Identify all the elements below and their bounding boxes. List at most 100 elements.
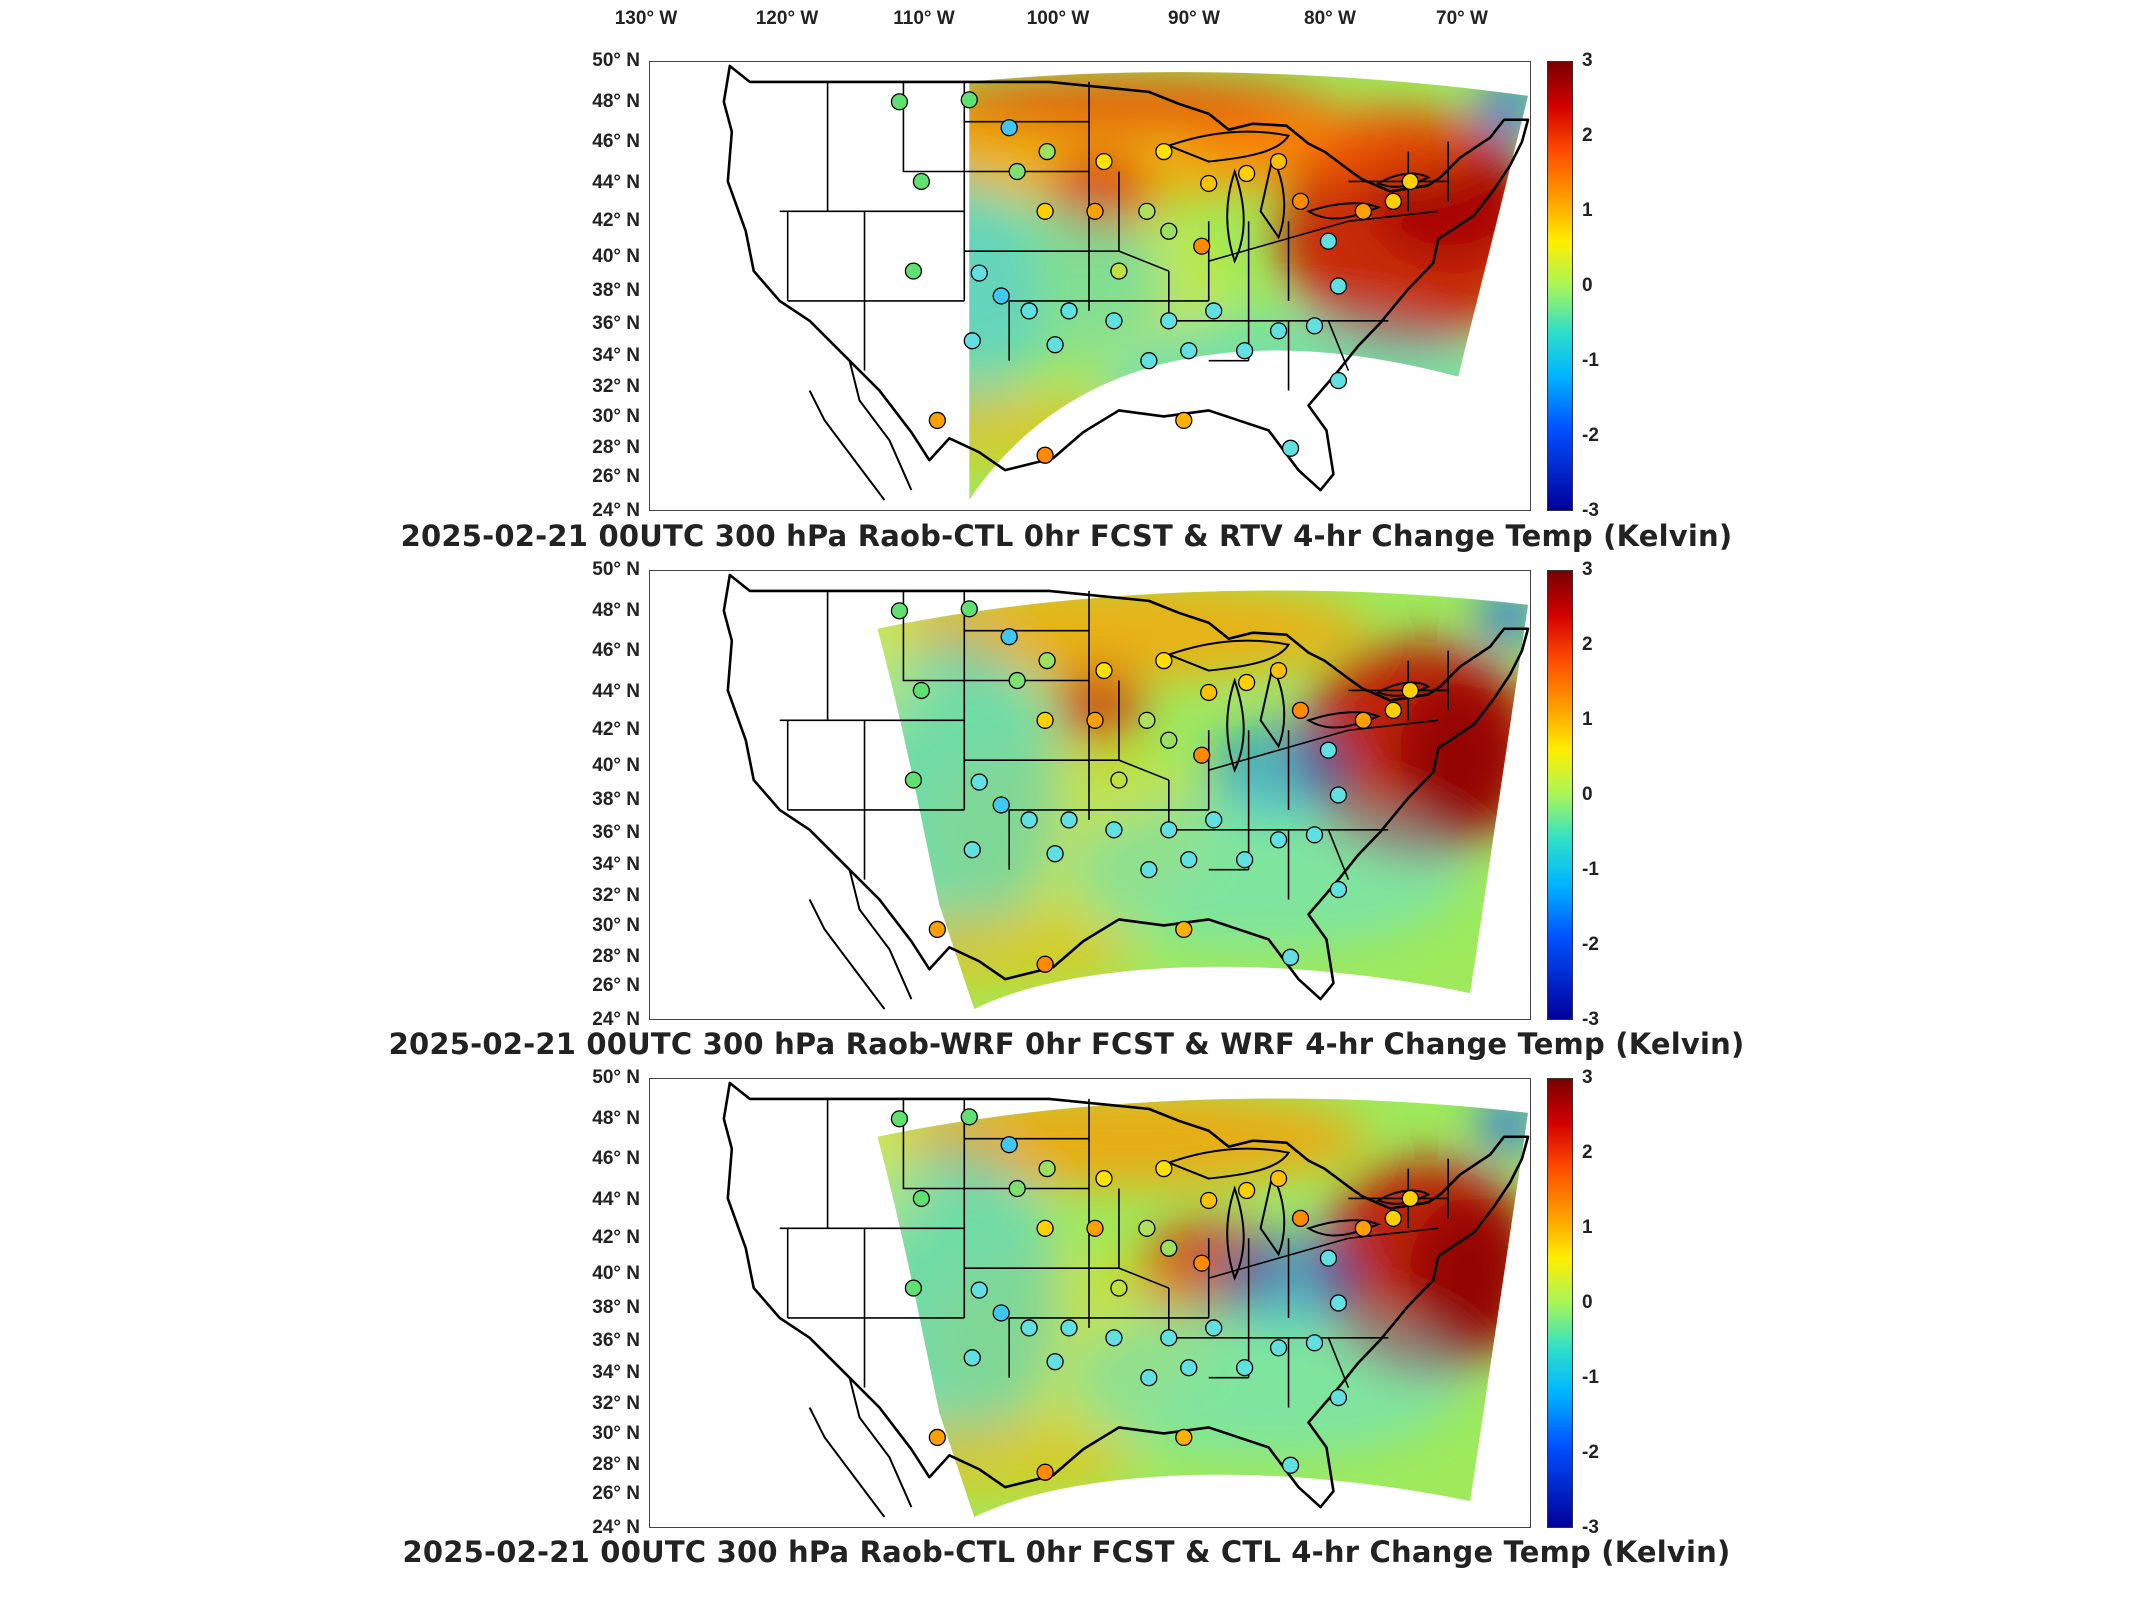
great-lakes-outline bbox=[1376, 681, 1431, 697]
state-boundary bbox=[1327, 320, 1350, 371]
raob-station-marker bbox=[1291, 192, 1310, 210]
raob-station-marker bbox=[1281, 1456, 1300, 1474]
raob-station-marker bbox=[1238, 164, 1256, 183]
colorbar-tick-label: -1 bbox=[1582, 859, 1599, 880]
raob-station-marker bbox=[1036, 711, 1054, 729]
raob-station-marker bbox=[963, 332, 981, 350]
raob-station-marker bbox=[1269, 152, 1288, 171]
raob-station-marker bbox=[1401, 681, 1419, 700]
raob-station-marker bbox=[1291, 1209, 1310, 1227]
colorbar-tick-label: 1 bbox=[1582, 1217, 1593, 1238]
colorbar-tick-label: 3 bbox=[1582, 559, 1593, 580]
latitude-label: 38° N bbox=[592, 788, 640, 810]
colorbar-tick-label: 1 bbox=[1582, 709, 1593, 730]
raob-station-marker bbox=[1236, 851, 1254, 869]
latitude-label: 46° N bbox=[592, 1148, 640, 1169]
colorbar-tick-label: -2 bbox=[1582, 425, 1599, 446]
longitude-label: 130° W bbox=[614, 8, 678, 29]
longitude-label: 120° W bbox=[755, 8, 819, 29]
colorbar bbox=[1547, 570, 1573, 1020]
raob-station-marker bbox=[1305, 1334, 1324, 1352]
raob-station-marker bbox=[1008, 1179, 1026, 1198]
raob-station-marker bbox=[1180, 342, 1198, 360]
raob-station-marker bbox=[1200, 1191, 1218, 1210]
raob-station-marker bbox=[1305, 826, 1324, 844]
latitude-label: 32° N bbox=[592, 1393, 640, 1415]
colorbar-tick-label: 2 bbox=[1582, 125, 1593, 146]
latitude-label: 38° N bbox=[592, 1296, 640, 1318]
state-boundary bbox=[1118, 759, 1170, 781]
raob-station-marker bbox=[992, 796, 1010, 814]
raob-station-marker bbox=[1175, 411, 1193, 430]
raob-station-marker bbox=[992, 1304, 1010, 1322]
raob-station-marker bbox=[928, 920, 946, 939]
colorbar-tick-label: -1 bbox=[1582, 1367, 1599, 1388]
great-lakes-outline bbox=[1306, 1219, 1381, 1237]
colorbar-tick-label: 2 bbox=[1582, 634, 1593, 655]
raob-station-marker bbox=[904, 771, 923, 789]
colorbar-tick-label: -2 bbox=[1582, 1442, 1599, 1463]
raob-station-marker bbox=[1038, 1159, 1056, 1178]
state-boundary bbox=[1118, 250, 1170, 272]
panel-title: 2025-02-21 00UTC 300 hPa Raob-WRF 0hr FC… bbox=[388, 1027, 1745, 1061]
state-boundary bbox=[902, 1098, 965, 1190]
raob-station-marker bbox=[1200, 174, 1218, 193]
raob-station-marker bbox=[1095, 1169, 1113, 1188]
raob-station-marker bbox=[1046, 845, 1064, 863]
raob-station-marker bbox=[1281, 948, 1300, 966]
latitude-label: 44° N bbox=[592, 1188, 640, 1210]
temperature-map[interactable] bbox=[649, 570, 1531, 1020]
raob-station-marker bbox=[1140, 1369, 1158, 1387]
latitude-label: 28° N bbox=[592, 437, 640, 458]
latitude-label: 50° N bbox=[592, 559, 640, 580]
longitude-label: 110° W bbox=[893, 8, 955, 29]
raob-station-marker bbox=[1175, 920, 1193, 939]
raob-station-marker bbox=[1038, 142, 1056, 161]
raob-station-marker bbox=[1020, 302, 1038, 320]
raob-station-marker bbox=[1038, 651, 1056, 670]
raob-station-marker bbox=[1095, 152, 1113, 171]
coastline bbox=[722, 573, 1530, 1001]
great-lakes-outline bbox=[1165, 1147, 1291, 1180]
longitude-label: 100° W bbox=[1026, 8, 1090, 29]
coastline bbox=[722, 1081, 1530, 1509]
state-boundary bbox=[1327, 829, 1350, 880]
raob-station-marker bbox=[1269, 1339, 1288, 1357]
great-lakes-outline bbox=[1306, 202, 1381, 220]
temperature-map[interactable] bbox=[649, 1078, 1531, 1528]
latitude-label: 34° N bbox=[592, 853, 640, 875]
raob-station-marker bbox=[1036, 202, 1054, 220]
raob-station-marker bbox=[1305, 317, 1324, 335]
latitude-label: 30° N bbox=[592, 914, 640, 936]
latitude-label: 44° N bbox=[592, 171, 640, 193]
latitude-label: 36° N bbox=[592, 313, 640, 335]
raob-station-marker bbox=[963, 1349, 981, 1367]
latitude-label: 24° N bbox=[592, 500, 640, 521]
latitude-label: 48° N bbox=[592, 1107, 640, 1129]
latitude-label: 50° N bbox=[592, 50, 640, 71]
map-svg bbox=[722, 1081, 1530, 1518]
raob-station-marker bbox=[970, 1281, 988, 1299]
colorbar-tick-label: 3 bbox=[1582, 1067, 1593, 1088]
raob-station-marker bbox=[1036, 955, 1054, 973]
longitude-label: 90° W bbox=[1168, 8, 1220, 29]
raob-station-marker bbox=[1000, 1136, 1018, 1154]
latitude-label: 44° N bbox=[592, 680, 640, 702]
raob-station-marker bbox=[1110, 1279, 1128, 1297]
panel-title: 2025-02-21 00UTC 300 hPa Raob-CTL 0hr FC… bbox=[400, 519, 1733, 553]
raob-station-marker bbox=[1205, 1319, 1223, 1337]
raob-station-marker bbox=[1086, 1219, 1104, 1237]
latitude-label: 36° N bbox=[592, 1330, 640, 1352]
raob-station-marker bbox=[1329, 880, 1348, 899]
longitude-label: 70° W bbox=[1436, 8, 1488, 29]
raob-station-marker bbox=[1329, 277, 1348, 295]
raob-station-marker bbox=[970, 773, 988, 791]
raob-station-marker bbox=[890, 93, 909, 111]
raob-station-marker bbox=[1175, 1428, 1193, 1447]
temperature-map[interactable] bbox=[649, 61, 1531, 511]
colorbar-tick-label: -2 bbox=[1582, 934, 1599, 955]
raob-station-marker bbox=[1200, 683, 1218, 702]
temperature-field bbox=[877, 590, 1529, 1010]
state-boundary bbox=[902, 81, 965, 173]
raob-station-marker bbox=[1036, 446, 1054, 464]
